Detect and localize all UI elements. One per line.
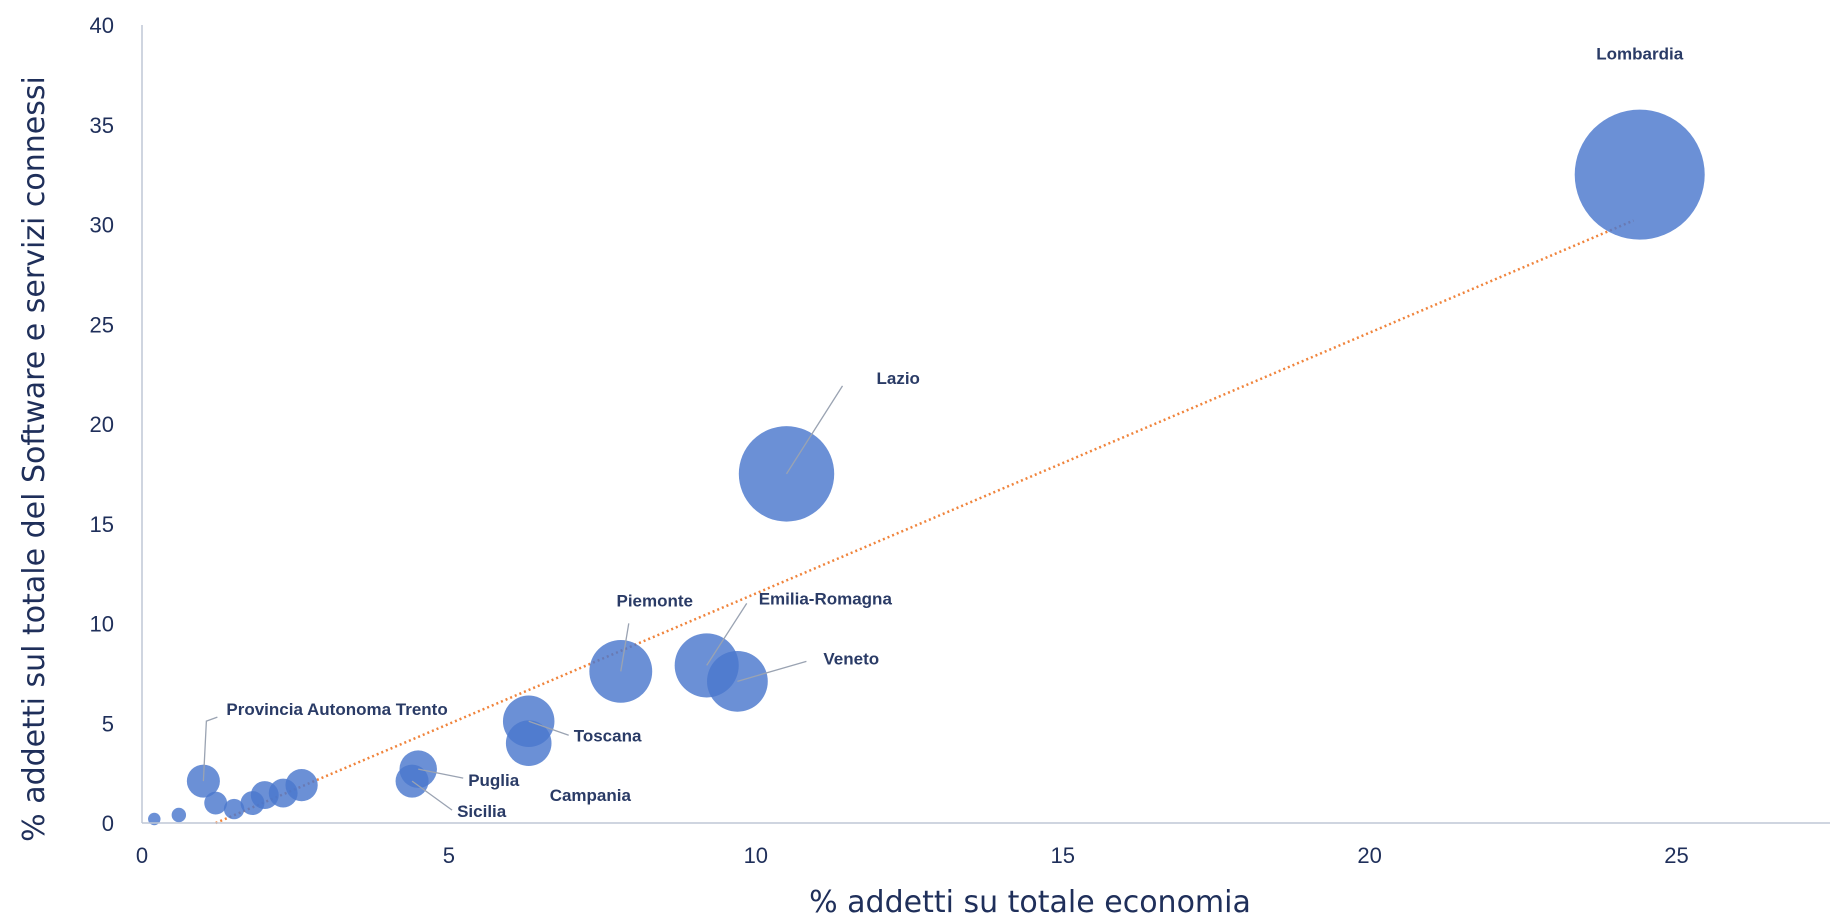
y-tick-label: 10 — [90, 612, 114, 637]
bubble-label: Veneto — [823, 649, 879, 668]
bubble-lombardia — [1574, 109, 1705, 240]
y-tick-label: 25 — [90, 312, 114, 337]
bubble-labels-layer: Lombardia Lazio Piemonte Emilia-Romagna Vene… — [226, 45, 1683, 821]
leader-line — [528, 720, 569, 736]
y-tick-label: 30 — [90, 213, 114, 238]
x-tick-label: 5 — [443, 843, 455, 868]
axes-layer — [141, 25, 1830, 824]
bubble-campania — [505, 720, 552, 767]
bubble-unlabeled — [148, 812, 161, 826]
bubble-label: Campania — [550, 786, 632, 805]
leader-line — [411, 780, 453, 811]
trendline-layer — [215, 219, 1635, 825]
x-tick-label: 20 — [1357, 843, 1381, 868]
bubble-unlabeled — [240, 791, 265, 816]
x-tick-label: 0 — [136, 843, 148, 868]
trendline — [215, 219, 1635, 825]
x-tick-label: 25 — [1664, 843, 1688, 868]
bubble-unlabeled — [204, 791, 228, 815]
leader-line — [785, 385, 844, 475]
leader-line — [620, 623, 630, 672]
x-tick-label: 15 — [1050, 843, 1074, 868]
y-tick-label: 15 — [90, 512, 114, 537]
leader-line — [737, 660, 807, 682]
bubble-label: Lazio — [877, 369, 920, 388]
x-tick-label: 10 — [744, 843, 768, 868]
x-axis-title: % addetti su totale economia — [809, 885, 1251, 920]
leader-line — [202, 716, 218, 782]
y-tick-label: 40 — [90, 13, 114, 38]
bubble-label: Puglia — [468, 771, 520, 790]
bubble-label: Emilia-Romagna — [759, 589, 893, 608]
bubble-label: Toscana — [574, 726, 642, 745]
y-tick-label: 5 — [102, 711, 114, 736]
bubble-unlabeled — [171, 807, 187, 823]
ticks-layer: 0 5 10 15 20 25 0 5 10 15 20 25 30 35 40 — [90, 13, 1689, 868]
leader-line — [418, 768, 464, 779]
y-axis-title: % addetti sul totale del Software e serv… — [17, 76, 52, 842]
leader-line — [706, 603, 748, 666]
bubble-unlabeled — [223, 798, 245, 820]
y-tick-label: 20 — [90, 412, 114, 437]
y-tick-label: 0 — [102, 811, 114, 836]
bubble-label: Lombardia — [1596, 45, 1683, 64]
y-tick-label: 35 — [90, 113, 114, 138]
leader-lines-layer — [202, 385, 844, 811]
bubble-label: Piemonte — [617, 591, 694, 610]
bubble-label: Provincia Autonoma Trento — [226, 700, 447, 719]
bubble-label: Sicilia — [457, 802, 507, 821]
